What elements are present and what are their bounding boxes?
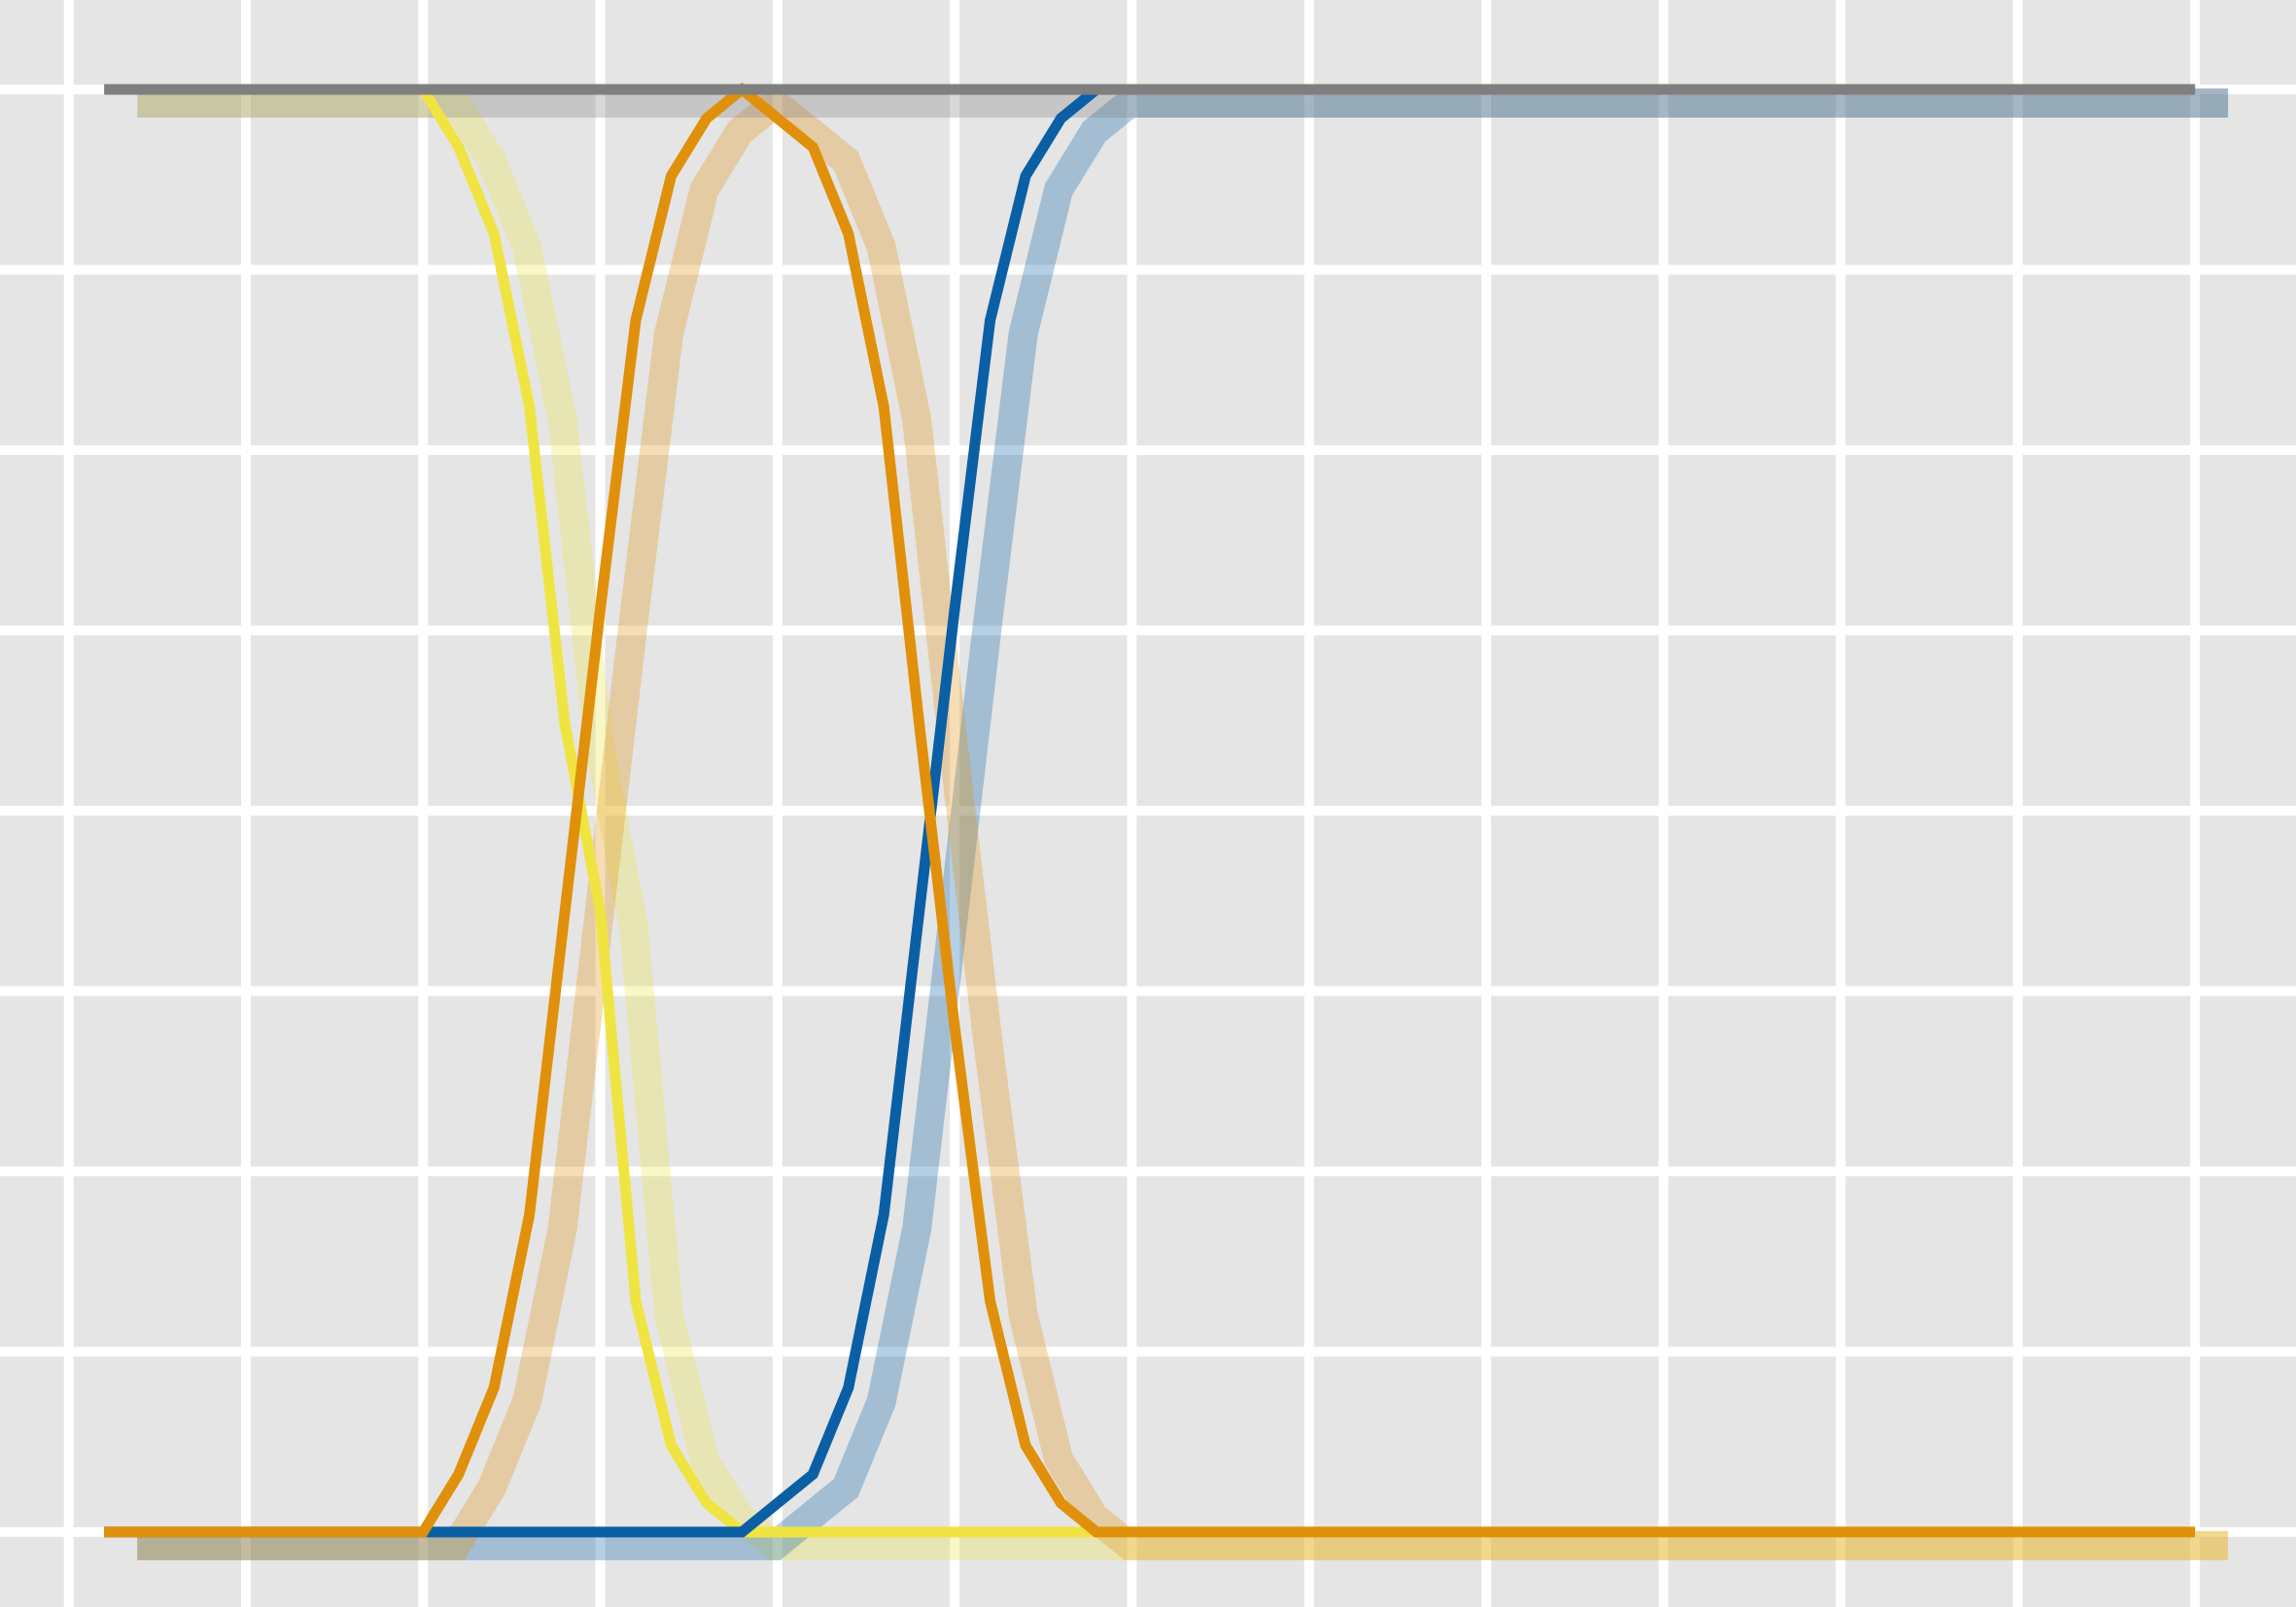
- line: [104, 84, 2196, 1538]
- line: [104, 82, 2196, 1538]
- line-shadow: [137, 84, 2229, 1560]
- line: [104, 84, 2196, 1538]
- line-shadow: [137, 87, 2229, 1560]
- line-shadow: [137, 87, 2229, 1560]
